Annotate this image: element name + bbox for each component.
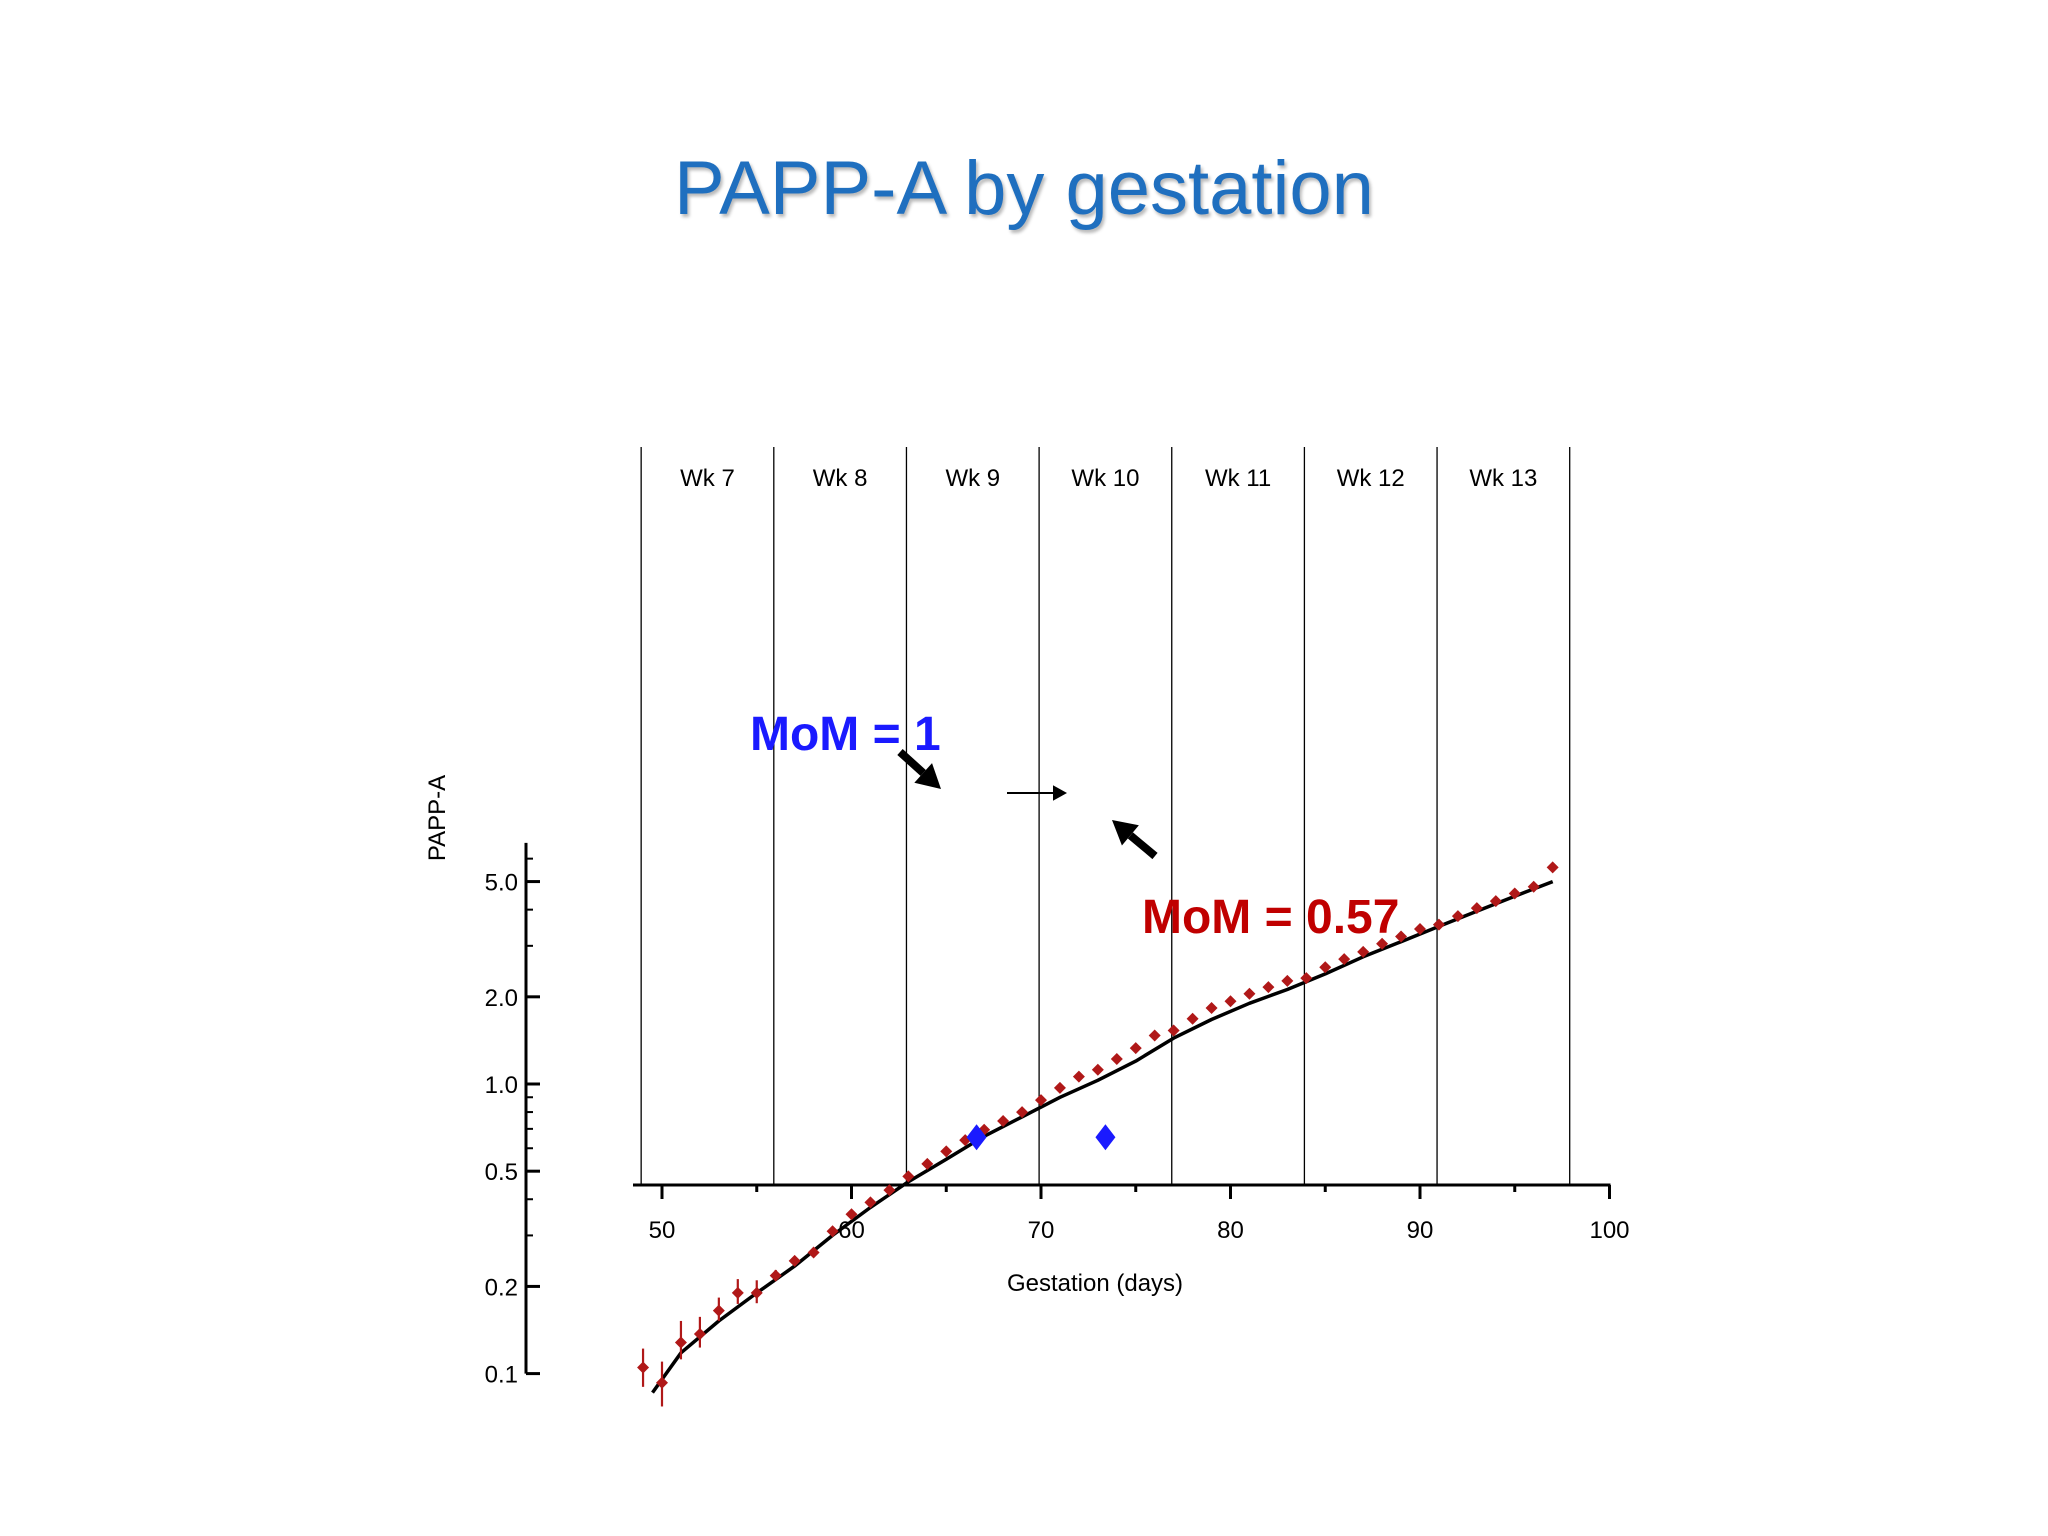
slide-title: PAPP-A by gestation: [674, 146, 1374, 231]
y-tick-label: 5.0: [485, 870, 518, 897]
arrow-shift: [1007, 785, 1067, 801]
y-axis-title: PAPP-A: [424, 775, 451, 861]
highlight-point-mom-057: [1095, 1124, 1116, 1151]
annotations-layer: MoM = 1 MoM = 0.57 Gestation (days) PAPP…: [424, 708, 1399, 1297]
data-point: [750, 1286, 763, 1299]
x-tick-label: 90: [1407, 1217, 1434, 1244]
data-point: [1053, 1081, 1066, 1094]
week-label: Wk 8: [813, 465, 868, 492]
arrow-mom-057: [1112, 820, 1158, 860]
y-tick-label: 0.5: [485, 1159, 518, 1186]
data-point: [1186, 1012, 1199, 1025]
annotation-mom-1: MoM = 1: [750, 708, 941, 761]
data-point: [1376, 937, 1389, 950]
x-axis-title: Gestation (days): [1007, 1270, 1183, 1297]
data-point: [921, 1157, 934, 1170]
arrow-mom-057-head: [1112, 820, 1139, 846]
y-tick-label: 0.1: [485, 1362, 518, 1389]
week-label: Wk 12: [1337, 465, 1405, 492]
data-point: [1110, 1052, 1123, 1065]
data-point: [940, 1145, 953, 1158]
data-point: [1451, 910, 1464, 923]
data-point: [637, 1361, 650, 1374]
x-tick-label: 80: [1217, 1217, 1244, 1244]
data-point: [1243, 987, 1256, 1000]
arrow-mom-1-head: [914, 763, 941, 789]
data-point: [674, 1336, 687, 1349]
data-point: [864, 1196, 877, 1209]
data-point: [1432, 918, 1445, 931]
data-point: [1148, 1029, 1161, 1042]
data-point: [1224, 995, 1237, 1008]
x-tick-label: 70: [1028, 1217, 1055, 1244]
data-point: [731, 1286, 744, 1299]
week-label: Wk 9: [945, 465, 1000, 492]
data-point: [845, 1208, 858, 1221]
y-tick-label: 1.0: [485, 1072, 518, 1099]
data-point: [1489, 895, 1502, 908]
data-point: [1167, 1024, 1180, 1037]
data-point: [1527, 880, 1540, 893]
data-point: [1395, 930, 1408, 943]
data-point: [1281, 974, 1294, 987]
week-label: Wk 7: [680, 465, 735, 492]
y-tick-label: 2.0: [485, 985, 518, 1012]
data-point: [1357, 945, 1370, 958]
data-point: [1470, 902, 1483, 915]
data-point: [1091, 1063, 1104, 1076]
data-point: [1546, 861, 1559, 874]
data-point: [883, 1184, 896, 1197]
x-tick-label: 50: [649, 1217, 676, 1244]
highlight-point-mom-1: [966, 1124, 987, 1151]
data-point: [693, 1328, 706, 1341]
data-point: [656, 1376, 668, 1389]
data-point: [712, 1304, 725, 1317]
data-point: [1205, 1001, 1218, 1014]
data-point: [1016, 1106, 1029, 1119]
data-point: [1414, 922, 1426, 935]
data-point: [1262, 981, 1275, 994]
data-point: [1129, 1042, 1142, 1055]
week-label: Wk 10: [1071, 465, 1139, 492]
arrow-shift-head: [1053, 785, 1067, 801]
data-point: [807, 1246, 820, 1259]
data-point: [1035, 1094, 1047, 1107]
arrow-mom-1: [897, 749, 941, 789]
arrow-mom-057-shaft: [1127, 832, 1158, 860]
data-point: [1508, 887, 1521, 900]
data-point: [1338, 953, 1351, 966]
x-tick-label: 100: [1589, 1217, 1629, 1244]
data-point: [902, 1170, 915, 1183]
annotation-mom-057: MoM = 0.57: [1142, 891, 1399, 944]
data-point: [1072, 1070, 1085, 1083]
y-tick-label: 0.2: [485, 1274, 518, 1301]
data-point: [997, 1115, 1010, 1128]
arrow-mom-1-shaft: [897, 749, 926, 776]
week-label: Wk 13: [1469, 465, 1537, 492]
data-point: [1300, 972, 1313, 985]
y-axis: 0.1 0.2 0.5 1.0 2.0 5.0: [485, 842, 540, 1389]
week-bands: Wk 7 Wk 8 Wk 9 Wk 10 Wk 11 Wk 12 Wk 13: [640, 447, 1571, 1185]
data-points-layer: [637, 861, 1559, 1407]
data-point: [1319, 961, 1332, 974]
week-label: Wk 11: [1205, 465, 1271, 492]
x-axis: 50 60 70 80 90 100: [633, 1183, 1630, 1244]
data-point: [788, 1254, 801, 1267]
data-point: [769, 1269, 782, 1282]
data-point: [826, 1225, 839, 1238]
